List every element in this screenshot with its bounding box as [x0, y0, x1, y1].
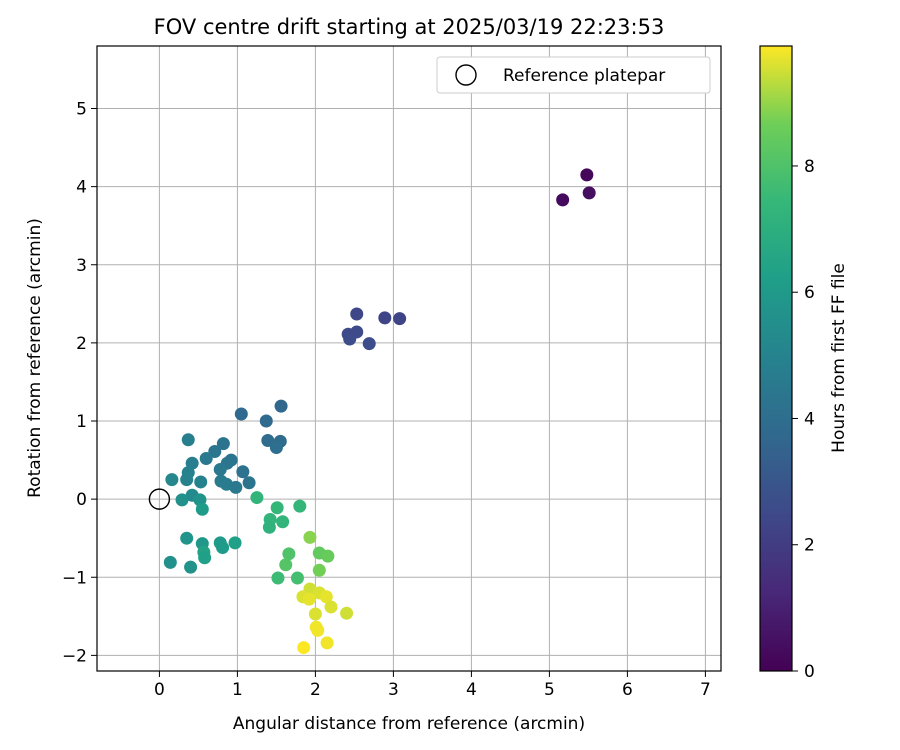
reference-platepar-marker	[148, 488, 171, 510]
colorbar-label: Hours from first FF file	[829, 263, 849, 453]
colorbar-tick-label: 0	[804, 662, 815, 682]
data-point	[208, 444, 222, 458]
data-points	[163, 168, 596, 655]
data-point	[320, 636, 334, 650]
data-point	[181, 433, 195, 447]
data-point	[340, 606, 354, 620]
y-tick-label: 4	[76, 178, 87, 198]
data-point	[259, 414, 273, 428]
colorbar-tick-label: 4	[804, 409, 815, 429]
legend-label: Reference platepar	[503, 66, 665, 86]
data-point	[198, 551, 212, 565]
data-point	[262, 520, 276, 534]
data-point	[302, 592, 316, 606]
y-tick-label: −1	[62, 568, 87, 588]
x-tick-label: 4	[466, 680, 477, 700]
y-axis-label: Rotation from reference (arcmin)	[25, 218, 45, 498]
y-tick-label: −2	[62, 646, 87, 666]
data-point	[319, 590, 333, 604]
data-point	[343, 332, 357, 346]
x-axis-ticks: 0 1 2 3 4 5 6 7	[154, 671, 711, 700]
colorbar-tick-label: 8	[804, 157, 815, 177]
y-axis-ticks: −2 −1 0 1 2 3 4 5	[62, 100, 97, 666]
data-point	[378, 311, 392, 325]
y-tick-label: 1	[76, 412, 87, 432]
data-point	[580, 168, 594, 182]
data-point	[180, 473, 194, 487]
data-point	[582, 186, 596, 200]
data-point	[321, 549, 335, 563]
data-point	[213, 462, 227, 476]
legend: Reference platepar	[436, 56, 711, 94]
colorbar-ticks: 0 2 4 6 8	[792, 157, 815, 682]
data-point	[269, 441, 283, 455]
colorbar: 0 2 4 6 8 Hours from first FF file	[759, 45, 849, 682]
data-point	[282, 547, 296, 561]
y-tick-label: 0	[76, 490, 87, 510]
data-point	[194, 475, 208, 489]
data-point	[199, 452, 213, 465]
data-point	[362, 337, 376, 351]
data-point	[236, 465, 250, 479]
data-point	[234, 407, 248, 421]
data-point	[216, 437, 230, 451]
data-point	[163, 555, 177, 569]
x-tick-label: 6	[622, 680, 633, 700]
data-point	[311, 623, 325, 637]
data-point	[242, 476, 256, 490]
legend-marker-icon	[455, 64, 477, 86]
data-point	[312, 563, 326, 577]
x-axis-label: Angular distance from reference (arcmin)	[233, 714, 585, 734]
chart-title: FOV centre drift starting at 2025/03/19 …	[154, 15, 665, 39]
data-point	[293, 499, 307, 513]
y-tick-label: 3	[76, 256, 87, 276]
data-point	[271, 571, 285, 585]
y-tick-label: 2	[76, 334, 87, 354]
data-point	[276, 515, 290, 529]
data-point	[279, 558, 293, 572]
x-tick-label: 2	[310, 680, 321, 700]
data-point	[175, 493, 189, 507]
gridlines	[97, 46, 721, 671]
data-point	[393, 312, 407, 326]
data-point	[228, 536, 242, 550]
data-point	[303, 530, 317, 544]
data-point	[556, 193, 570, 207]
x-tick-label: 3	[388, 680, 399, 700]
data-point	[216, 541, 230, 555]
data-point	[165, 473, 179, 487]
colorbar-tick-label: 2	[804, 536, 815, 556]
x-tick-label: 0	[154, 680, 165, 700]
data-point	[180, 531, 194, 545]
colorbar-gradient	[759, 45, 793, 672]
data-point	[297, 641, 311, 655]
data-point	[195, 502, 209, 516]
x-tick-label: 1	[232, 680, 243, 700]
legend-box	[436, 56, 711, 94]
data-point	[229, 480, 243, 494]
data-point	[274, 399, 288, 413]
data-point	[324, 600, 338, 614]
colorbar-tick-label: 6	[804, 283, 815, 303]
data-point	[261, 434, 275, 448]
plot-frame	[96, 45, 722, 672]
x-tick-label: 7	[700, 680, 711, 700]
data-point	[290, 571, 304, 585]
data-point	[270, 501, 284, 515]
data-point	[350, 307, 364, 321]
data-point	[250, 491, 264, 505]
x-tick-label: 5	[544, 680, 555, 700]
data-point	[308, 607, 322, 621]
data-point	[184, 560, 198, 574]
y-tick-label: 5	[76, 100, 87, 120]
